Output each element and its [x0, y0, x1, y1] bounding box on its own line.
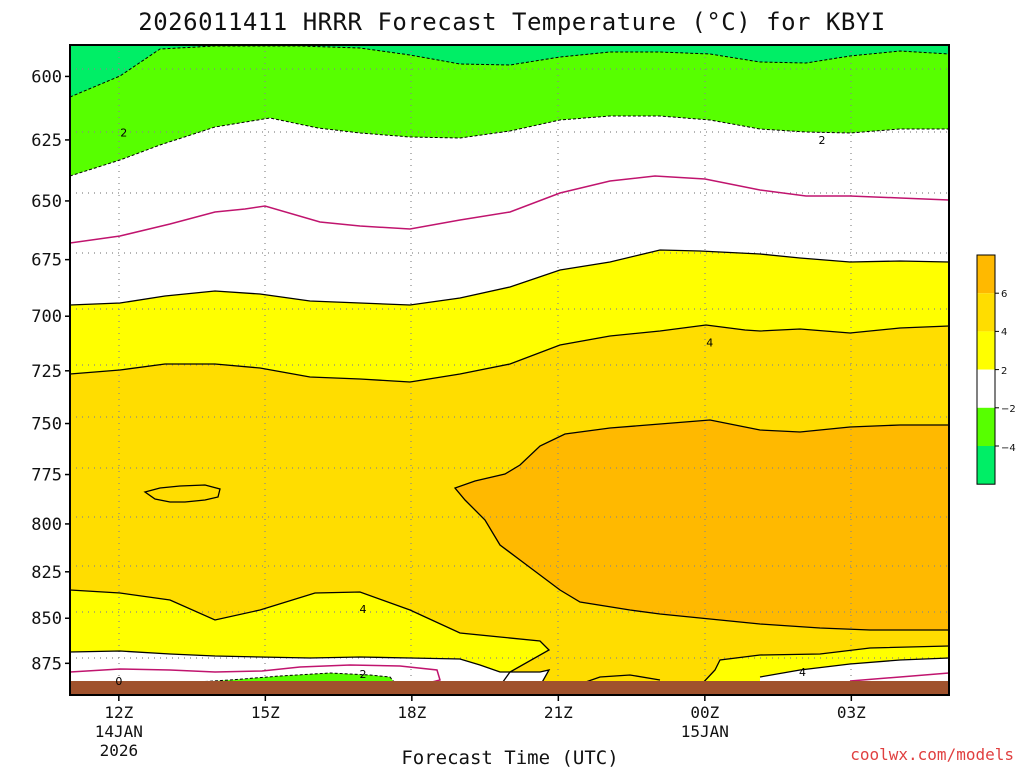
colorbar: 6 4 2 −2 −4	[976, 254, 1016, 485]
y-tick-label-825: 825	[31, 563, 62, 583]
credit-text: coolwx.com/models	[850, 745, 1014, 764]
contour-labels: 2 2 4 4 4 2 0	[115, 126, 825, 688]
x-tick-date-00Z: 15JAN	[681, 722, 729, 741]
x-tick-label-18Z: 18Z	[397, 703, 426, 722]
contour-6-island	[143, 484, 221, 503]
plot-area	[70, 45, 949, 695]
x-tick-label-00Z: 00Z	[690, 703, 719, 722]
terrain-band	[70, 681, 949, 695]
colorbar-label-0: 6	[1001, 289, 1007, 300]
contour-6-bottom-blip	[579, 674, 661, 685]
contour-label-2: 4	[706, 337, 713, 350]
contour-2-lower	[70, 650, 551, 687]
x-tick-year-12Z: 2026	[100, 741, 139, 760]
colorbar-bin-2	[977, 331, 995, 370]
colorbar-bin-0	[977, 255, 995, 294]
contour-0-lower	[70, 664, 441, 686]
colorbar-bin-5	[977, 446, 995, 485]
fill-band-minus4-to-minus2	[70, 45, 949, 686]
contour-6-main	[453, 419, 949, 631]
y-tick-label-700: 700	[31, 307, 62, 327]
contour-2-lower-right	[759, 657, 949, 678]
contour-0-lower-right	[849, 672, 949, 682]
contour-minus2	[70, 115, 949, 177]
y-tick-label-600: 600	[31, 67, 62, 87]
y-tick-label-775: 775	[31, 466, 62, 486]
contour-2-upper	[70, 249, 949, 306]
contour-label-1: 2	[819, 134, 826, 147]
colorbar-bin-4	[977, 407, 995, 446]
contour-minus2-lower	[179, 672, 396, 684]
contour-label-3: 4	[360, 603, 367, 616]
contour-lines	[70, 45, 949, 687]
colorbar-label-3: −2	[1001, 404, 1016, 415]
grid-lines	[70, 45, 949, 695]
y-tick-label-650: 650	[31, 192, 62, 212]
contour-4-upper	[70, 324, 949, 383]
contour-0-upper	[70, 175, 949, 244]
fill-band-minus2-to-2	[70, 45, 949, 686]
y-tick-label-800: 800	[31, 515, 62, 535]
x-axis-title: Forecast Time (UTC)	[401, 747, 618, 768]
y-tick-label-875: 875	[31, 654, 62, 674]
x-tick-label-15Z: 15Z	[251, 703, 280, 722]
y-tick-label-725: 725	[31, 362, 62, 382]
y-axis: 600 625 650 675 700 725 750 775 800 825 850 875	[31, 67, 70, 674]
y-tick-label-675: 675	[31, 251, 62, 271]
x-tick-label-21Z: 21Z	[544, 703, 573, 722]
plot-frame	[69, 44, 950, 696]
colorbar-label-2: 2	[1001, 366, 1007, 377]
contour-label-4: 4	[799, 666, 806, 679]
colorbar-bin-3	[977, 369, 995, 408]
y-tick-label-625: 625	[31, 131, 62, 151]
colorbar-bin-1	[977, 293, 995, 332]
contour-label-0: 2	[120, 126, 127, 139]
chart-title: 2026011411 HRRR Forecast Temperature (°C…	[138, 8, 885, 36]
x-tick-label-03Z: 03Z	[837, 703, 866, 722]
x-tick-label-12Z: 12Z	[104, 703, 133, 722]
contour-4-lower-right	[699, 645, 949, 687]
contour-4-lower	[70, 589, 551, 687]
y-tick-label-850: 850	[31, 609, 62, 629]
y-tick-label-750: 750	[31, 415, 62, 435]
contour-label-6: 0	[115, 675, 122, 688]
contour-label-5: 2	[360, 668, 367, 681]
x-tick-date-12Z: 14JAN	[95, 722, 143, 741]
colorbar-label-1: 4	[1001, 327, 1007, 338]
colorbar-label-4: −4	[1001, 443, 1016, 454]
